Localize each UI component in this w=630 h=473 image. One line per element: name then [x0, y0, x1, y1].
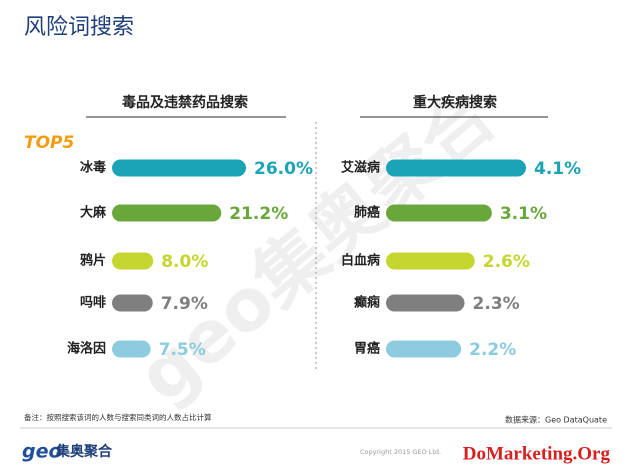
value-label: 2.6%: [483, 252, 530, 272]
chart-title: 毒品及违禁药品搜索: [122, 94, 248, 111]
bar: [386, 340, 462, 358]
category-label: 癫痫: [354, 295, 380, 311]
value-label: 8.0%: [161, 252, 208, 272]
watermark: DoMarketing.Org: [463, 443, 611, 464]
bar: [112, 340, 151, 358]
source: 数据来源：Geo DataQuate: [505, 415, 607, 425]
category-label: 冰毒: [80, 160, 106, 176]
bar: [386, 159, 526, 177]
bar: [112, 159, 246, 177]
value-label: 7.9%: [161, 294, 208, 314]
value-label: 2.3%: [473, 294, 520, 314]
bar: [112, 294, 153, 312]
category-label: 大麻: [80, 205, 107, 221]
footnote: 备注：按照搜索该词的人数与搜索同类词的人数占比计算: [24, 412, 212, 422]
value-label: 7.5%: [159, 340, 206, 360]
category-label: 胃癌: [354, 341, 380, 357]
bar: [386, 294, 465, 312]
logo-mark: geo: [22, 441, 62, 463]
chart-title: 重大疾病搜索: [413, 94, 497, 111]
copyright: Copyright 2015 GEO Ltd.: [360, 448, 441, 456]
value-label: 2.2%: [469, 340, 516, 360]
value-label: 3.1%: [500, 204, 547, 224]
slide-title: 风险词搜索: [24, 15, 134, 40]
bar: [386, 252, 475, 270]
bar: [112, 204, 222, 222]
category-label: 鸦片: [80, 253, 106, 269]
value-label: 21.2%: [229, 204, 288, 224]
logo-name: 集奥聚合: [55, 443, 113, 460]
category-label: 艾滋病: [341, 160, 380, 176]
category-label: 海洛因: [67, 341, 106, 357]
bar: [112, 252, 154, 270]
value-label: 4.1%: [534, 159, 581, 179]
category-label: 吗啡: [80, 295, 106, 311]
bar: [386, 204, 492, 222]
badge: TOP5: [24, 133, 74, 153]
value-label: 26.0%: [254, 159, 313, 179]
category-label: 白血病: [341, 253, 380, 269]
category-label: 肺癌: [354, 205, 380, 221]
